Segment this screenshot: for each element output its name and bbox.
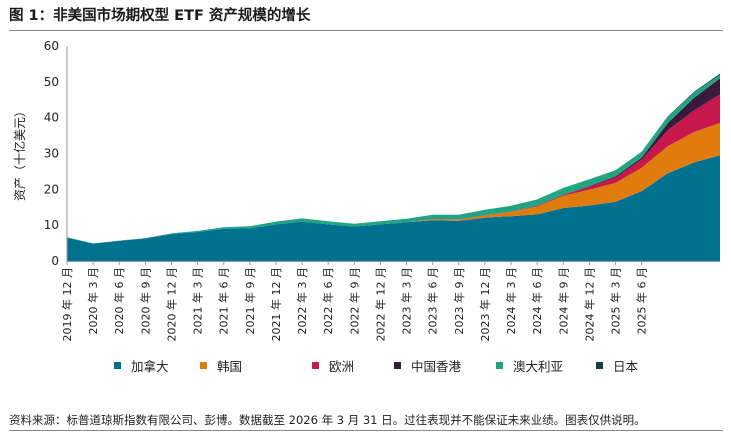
x-tick-label: 2024 年 9 月 (556, 267, 570, 334)
legend-label: 韩国 (217, 359, 243, 374)
legend-swatch (596, 362, 603, 369)
legend-swatch (200, 362, 207, 369)
y-tick-label: 0 (51, 254, 59, 268)
x-tick-label: 2024 年 12 月 (582, 267, 596, 341)
x-tick-label: 2021 年 3 月 (191, 267, 205, 334)
area-series-1 (67, 155, 720, 261)
legend-swatch (496, 362, 503, 369)
x-tick-labels: 2019 年 12 月 2020 年 3 月 2020 年 6 月 2020 年 9 … (60, 261, 649, 341)
x-tick-label: 2024 年 3 月 (504, 267, 518, 334)
source-note: 资料来源：标普道琼斯指数有限公司、彭博。数据截至 2026 年 3 月 31 日… (9, 413, 646, 427)
y-tick-label: 10 (44, 218, 59, 232)
y-axis-label: 资产（十亿美元） (12, 105, 27, 201)
x-tick-label: 2021 年 6 月 (217, 267, 231, 334)
legend-label: 欧洲 (329, 359, 355, 374)
x-tick-label: 2020 年 9 月 (138, 267, 152, 334)
y-tick-label: 50 (44, 75, 59, 89)
x-tick-label: 2023 年 12 月 (478, 267, 492, 341)
legend-item: 中国香港 (394, 356, 461, 375)
legend-label: 中国香港 (411, 359, 462, 374)
legend-item: 日本 (596, 356, 638, 375)
legend-label: 日本 (613, 359, 639, 374)
y-tick-label: 60 (44, 39, 59, 53)
x-tick-label: 2020 年 12 月 (164, 267, 178, 341)
legend-swatch (312, 362, 319, 369)
x-tick-label: 2019 年 12 月 (60, 267, 74, 341)
x-tick-label: 2023 年 3 月 (400, 267, 414, 334)
x-tick-label: 2025 年 3 月 (609, 267, 623, 334)
figure-title: 图 1：非美国市场期权型 ETF 资产规模的增长 (9, 8, 311, 24)
x-tick-label: 2022 年 3 月 (295, 267, 309, 334)
y-tick-label: 30 (44, 147, 59, 161)
x-tick-label: 2020 年 6 月 (112, 267, 126, 334)
y-tick-label: 40 (44, 111, 59, 125)
title-divider (9, 30, 723, 31)
x-tick-label: 2022 年 12 月 (373, 267, 387, 341)
area-series-group (67, 73, 720, 261)
x-tick-label: 2025 年 6 月 (635, 267, 649, 334)
x-tick-label: 2021 年 9 月 (243, 267, 257, 334)
footer-divider (9, 430, 723, 431)
legend-item: 加拿大 (114, 356, 169, 375)
x-tick-label: 2024 年 6 月 (530, 267, 544, 334)
y-tick-label: 20 (44, 182, 59, 196)
legend-item: 欧洲 (312, 356, 354, 375)
legend-item: 澳大利亚 (496, 356, 563, 375)
x-tick-label: 2020 年 3 月 (86, 267, 100, 334)
legend-swatch (114, 362, 121, 369)
x-tick-label: 2023 年 9 月 (452, 267, 466, 334)
legend-swatch (394, 362, 401, 369)
x-tick-label: 2022 年 9 月 (347, 267, 361, 334)
x-tick-label: 2021 年 12 月 (269, 267, 283, 341)
x-tick-label: 2022 年 6 月 (321, 267, 335, 334)
legend-item: 韩国 (200, 356, 242, 375)
legend-label: 加拿大 (131, 359, 169, 374)
y-tick-labels: 0 10 20 30 40 50 60 (44, 39, 59, 268)
chart-legend: 加拿大 韩国 欧洲 中国香港 澳大利亚 日本 (0, 356, 731, 378)
x-tick-label: 2023 年 6 月 (426, 267, 440, 334)
stacked-area-chart: 0 10 20 30 40 50 60 2019 年 12 月 2020 年 3 月 2020 … (12, 39, 720, 341)
chart-axes (66, 46, 720, 262)
legend-label: 澳大利亚 (513, 359, 564, 374)
